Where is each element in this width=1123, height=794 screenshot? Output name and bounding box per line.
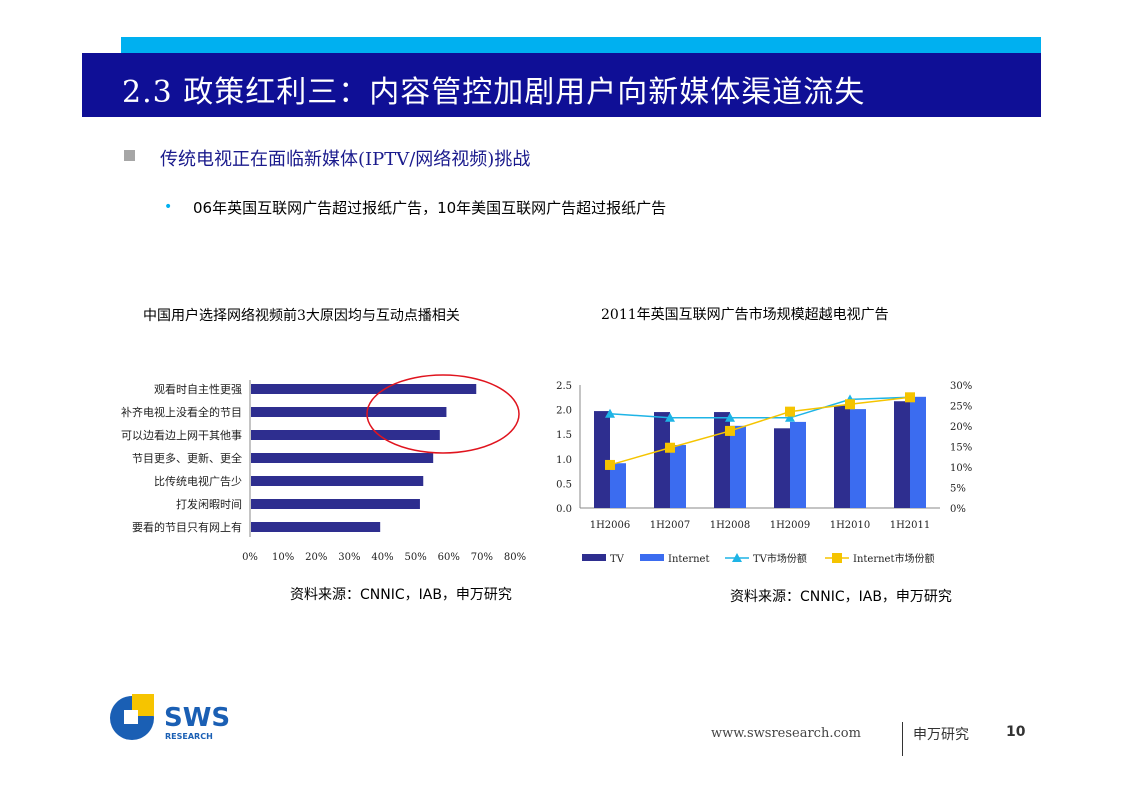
chart1-x-tick: 0% (242, 552, 258, 563)
chart2-bar-tv (894, 401, 910, 508)
chart2-point-internet-share (725, 425, 735, 436)
chart1-bar (251, 384, 477, 394)
chart2-bar-tv (774, 428, 790, 508)
chart2-point-tv-share (725, 412, 735, 422)
footer-brand: 申万研究 (913, 727, 969, 743)
chart2-point-tv-share (605, 408, 615, 418)
chart2-title: 2011年英国互联网广告市场规模超越电视广告 (601, 307, 889, 323)
chart2-point-internet-share (605, 459, 615, 470)
bullet-level1: 传统电视正在面临新媒体(IPTV/网络视频)挑战 (160, 149, 531, 170)
chart2-right-tick: 15% (950, 443, 972, 454)
chart1-bar (251, 430, 440, 440)
chart2-point-internet-share (785, 406, 795, 417)
chart1-source: 资料来源：CNNIC，IAB，申万研究 (290, 587, 512, 603)
chart1-category-label: 补齐电视上没看全的节目 (121, 405, 242, 419)
chart2-combo-chart: 0.0 0.5 1.0 1.5 2.0 2.5 0% 5% 10% 15% 20% 25% 30% 1H2… (556, 381, 972, 565)
chart2-bar-internet (610, 463, 626, 508)
chart2-point-tv-share (785, 412, 795, 422)
chart1-x-tick: 50% (405, 552, 427, 563)
chart1-bar (251, 453, 434, 463)
chart2-left-tick: 2.0 (556, 406, 572, 417)
page-title: 2.3 政策红利三：内容管控加剧用户向新媒体渠道流失 (122, 75, 866, 110)
chart2-bar-tv (594, 411, 610, 508)
chart2-source: 资料来源：CNNIC，IAB，申万研究 (730, 589, 952, 605)
chart2-legend-label: Internet市场份额 (853, 552, 934, 565)
chart1-bar (251, 499, 420, 509)
chart2-left-tick: 0.0 (556, 504, 572, 515)
chart2-bar-internet (910, 396, 926, 508)
chart2-line-0 (609, 396, 911, 419)
chart2-right-tick: 0% (950, 504, 966, 515)
chart1-bar (251, 407, 447, 417)
bullet-level2: 06年英国互联网广告超过报纸广告，10年美国互联网广告超过报纸广告 (193, 199, 667, 217)
chart2-right-tick: 25% (950, 402, 972, 413)
chart2-bar-internet (850, 409, 866, 508)
chart2-point-internet-share (905, 392, 915, 403)
chart1-x-tick: 60% (438, 552, 460, 563)
chart2-left-tick: 1.0 (556, 455, 572, 466)
chart1-category-label: 可以边看边上网干其他事 (121, 428, 242, 442)
sws-logo: SWS RESEARCH (110, 694, 230, 741)
chart2-legend-label: TV市场份额 (753, 552, 807, 565)
chart1-x-tick: 80% (504, 552, 526, 563)
chart1-category-label: 要看的节目只有网上有 (132, 520, 242, 534)
chart2-category-label: 1H2008 (710, 520, 751, 531)
logo-sub: RESEARCH (165, 732, 213, 741)
bullet-dot-icon: • (164, 199, 173, 215)
chart2-bar-tv (834, 405, 850, 508)
chart1-x-tick: 40% (371, 552, 393, 563)
chart2-bar-internet (670, 445, 686, 508)
chart1-category-label: 比传统电视广告少 (154, 474, 242, 488)
chart1-category-label: 打发闲暇时间 (176, 497, 242, 511)
chart2-line-1 (609, 396, 911, 466)
chart2-category-label: 1H2007 (650, 520, 691, 531)
chart2-right-tick: 30% (950, 381, 972, 392)
footer-divider (902, 722, 903, 756)
footer-url[interactable]: www.swsresearch.com (711, 726, 861, 741)
chart2-category-label: 1H2011 (890, 520, 931, 531)
chart1-x-tick: 10% (272, 552, 294, 563)
chart2-legend-label: Internet (668, 554, 709, 565)
title-bar (82, 53, 1041, 117)
chart2-left-tick: 2.5 (556, 381, 572, 392)
chart2-bar-tv (714, 412, 730, 508)
chart1-highlight-ellipse (366, 374, 520, 454)
chart1-category-label: 观看时自主性更强 (154, 382, 242, 396)
chart2-legend-marker (732, 553, 742, 562)
chart2-point-tv-share (665, 412, 675, 422)
chart2-category-label: 1H2010 (830, 520, 871, 531)
chart1-bar (251, 476, 424, 486)
chart2-bar-tv (654, 412, 670, 508)
chart2-bar-internet (790, 421, 806, 508)
chart1-x-tick: 20% (305, 552, 327, 563)
chart2-left-tick: 1.5 (556, 430, 572, 441)
chart1-x-tick: 70% (471, 552, 493, 563)
chart2-category-label: 1H2009 (770, 520, 811, 531)
chart2-legend-marker (832, 553, 842, 563)
chart2-right-tick: 20% (950, 422, 972, 433)
chart2-right-tick: 10% (950, 463, 972, 474)
chart2-legend-swatch (640, 554, 664, 561)
header-accent-strip (121, 37, 1041, 53)
bullet-square-icon (124, 150, 135, 161)
chart1-bar (251, 522, 381, 532)
chart1-bar-chart: 观看时自主性更强补齐电视上没看全的节目可以边看边上网干其他事节目更多、更新、更全… (121, 374, 526, 563)
chart1-title: 中国用户选择网络视频前3大原因均与互动点播相关 (143, 308, 460, 324)
chart2-bar-internet (730, 425, 746, 508)
chart2-legend-label: TV (610, 554, 625, 565)
page-number: 10 (1006, 724, 1026, 740)
chart2-legend-swatch (582, 554, 606, 561)
chart2-category-label: 1H2006 (590, 520, 631, 531)
chart2-point-internet-share (845, 399, 855, 410)
chart1-category-label: 节目更多、更新、更全 (132, 451, 242, 465)
chart2-left-tick: 0.5 (556, 479, 572, 490)
chart1-x-tick: 30% (338, 552, 360, 563)
chart2-point-internet-share (665, 442, 675, 453)
chart2-right-tick: 5% (950, 484, 966, 495)
logo-text: SWS (164, 703, 230, 733)
